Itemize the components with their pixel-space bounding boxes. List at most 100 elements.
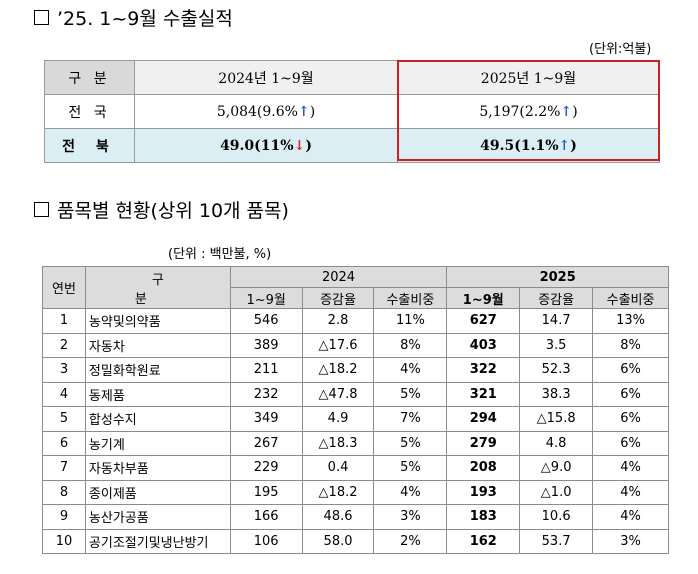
summary-table: 구 분 2024년 1~9월 2025년 1~9월 전 국 5,084(9.6%…: [44, 60, 660, 163]
table-cell-name: 종이제품: [84, 479, 231, 505]
table-cell-b2: 53.7: [519, 528, 594, 554]
arrow-up-icon: ↑: [297, 103, 310, 120]
table-cell-a3: 4%: [373, 357, 448, 383]
table-cell-no: 2: [42, 332, 86, 358]
table-cell-b3: 4%: [592, 479, 669, 505]
table-cell-no: 4: [42, 381, 86, 407]
table-cell-a1: 389: [229, 332, 303, 358]
table-row: 4 동제품 232 △47.8 5% 321 38.3 6%: [42, 381, 669, 407]
summary-cell-2024: 5,084(9.6%↑): [134, 94, 398, 129]
table-cell-b1: 321: [446, 381, 521, 407]
summary-cell-2025: 5,197(2.2%↑): [397, 94, 660, 129]
table-cell-a1: 195: [229, 479, 303, 505]
table-cell-no: 8: [42, 479, 86, 505]
table-cell-name: 자동차부품: [84, 455, 231, 481]
table-row: 8 종이제품 195 △18.2 4% 193 △1.0 4%: [42, 479, 669, 505]
subheader-2025-growth: 증감율: [519, 287, 594, 309]
table-cell-a3: 7%: [373, 406, 448, 432]
table-cell-b1: 183: [446, 504, 521, 530]
table-cell-a2: △18.2: [301, 357, 375, 383]
table-cell-a2: 4.9: [301, 406, 375, 432]
subheader-2025-share: 수출비중: [592, 287, 669, 309]
table-cell-a3: 8%: [373, 332, 448, 358]
table-cell-a1: 546: [229, 308, 303, 334]
table-cell-no: 3: [42, 357, 86, 383]
items-header-row: 연번 구 분 2024 2025: [42, 266, 669, 309]
col-header-name: 구 분: [84, 266, 231, 309]
table-cell-b3: 4%: [592, 504, 669, 530]
table-cell-name: 농산가공품: [84, 504, 231, 530]
section2-unit: (단위 : 백만불, %): [168, 247, 272, 262]
section1-title: ’25. 1~9월 수출실적: [34, 4, 233, 31]
table-cell-a3: 2%: [373, 528, 448, 554]
items-table: 연번 구 분 2024 2025 1~9월 증감율 수출비중 1~9월 증감율 …: [42, 266, 669, 554]
table-cell-a1: 349: [229, 406, 303, 432]
table-cell-b1: 193: [446, 479, 521, 505]
table-cell-no: 1: [42, 308, 86, 334]
table-cell-a2: 58.0: [301, 528, 375, 554]
table-cell-name: 동제품: [84, 381, 231, 407]
table-row: 6 농기계 267 △18.3 5% 279 4.8 6%: [42, 430, 669, 456]
table-cell-a2: 0.4: [301, 455, 375, 481]
summary-cell-2025: 49.5(1.1%↑): [397, 128, 660, 163]
table-cell-b2: △1.0: [519, 479, 594, 505]
table-cell-name: 공기조절기및냉난방기: [84, 528, 231, 554]
summary-close: ): [305, 137, 312, 154]
table-cell-name: 농기계: [84, 430, 231, 456]
table-cell-b3: 6%: [592, 357, 669, 383]
table-cell-b1: 322: [446, 357, 521, 383]
summary-header-row: 구 분 2024년 1~9월 2025년 1~9월: [44, 60, 660, 95]
checkbox-square-icon: [34, 202, 49, 217]
section2-title-text: 품목별 현황(상위 10개 품목): [57, 200, 289, 222]
summary-close: ): [309, 103, 316, 120]
summary-header-label: 구 분: [44, 60, 135, 95]
subheader-2024-period: 1~9월: [229, 287, 303, 309]
table-cell-no: 7: [42, 455, 86, 481]
arrow-up-icon: ↑: [560, 103, 573, 120]
table-cell-b2: 14.7: [519, 308, 594, 334]
summary-value: 49.5(1.1%: [480, 137, 559, 154]
table-cell-b1: 627: [446, 308, 521, 334]
col-header-no: 연번: [42, 266, 86, 309]
arrow-down-icon: ↓: [293, 137, 306, 154]
table-cell-b1: 208: [446, 455, 521, 481]
table-cell-name: 농약및의약품: [84, 308, 231, 334]
section2-title: 품목별 현황(상위 10개 품목): [34, 196, 289, 223]
table-cell-a2: 2.8: [301, 308, 375, 334]
table-cell-a3: 4%: [373, 479, 448, 505]
subheader-2024-share: 수출비중: [373, 287, 448, 309]
table-cell-a2: △18.3: [301, 430, 375, 456]
summary-close: ): [570, 137, 577, 154]
table-row: 7 자동차부품 229 0.4 5% 208 △9.0 4%: [42, 455, 669, 481]
subheader-2025-period: 1~9월: [446, 287, 521, 309]
table-cell-name: 자동차: [84, 332, 231, 358]
table-cell-a3: 5%: [373, 455, 448, 481]
table-cell-b1: 294: [446, 406, 521, 432]
summary-row-label: 전 북: [44, 128, 135, 163]
summary-value: 5,197(2.2%: [479, 103, 561, 120]
table-row: 3 정밀화학원료 211 △18.2 4% 322 52.3 6%: [42, 357, 669, 383]
section1-unit: (단위:억불): [589, 42, 652, 57]
summary-cell-2024: 49.0(11%↓): [134, 128, 398, 163]
table-cell-a1: 166: [229, 504, 303, 530]
table-cell-a1: 211: [229, 357, 303, 383]
summary-row-jeonbuk: 전 북 49.0(11%↓) 49.5(1.1%↑): [44, 128, 660, 163]
summary-row-label: 전 국: [44, 94, 135, 129]
summary-header-2024: 2024년 1~9월: [134, 60, 398, 95]
table-row: 10 공기조절기및냉난방기 106 58.0 2% 162 53.7 3%: [42, 528, 669, 554]
table-cell-no: 10: [42, 528, 86, 554]
table-cell-b2: 3.5: [519, 332, 594, 358]
table-cell-b3: 3%: [592, 528, 669, 554]
table-cell-a2: 48.6: [301, 504, 375, 530]
col-header-name-text: 구 분: [134, 272, 198, 307]
summary-value: 5,084(9.6%: [216, 103, 298, 120]
table-cell-b1: 279: [446, 430, 521, 456]
table-cell-b2: 52.3: [519, 357, 594, 383]
table-cell-b3: 4%: [592, 455, 669, 481]
table-cell-b2: 38.3: [519, 381, 594, 407]
table-cell-no: 6: [42, 430, 86, 456]
table-cell-b2: △9.0: [519, 455, 594, 481]
table-row: 5 합성수지 349 4.9 7% 294 △15.8 6%: [42, 406, 669, 432]
col-header-2025: 2025: [446, 266, 669, 288]
table-cell-no: 9: [42, 504, 86, 530]
